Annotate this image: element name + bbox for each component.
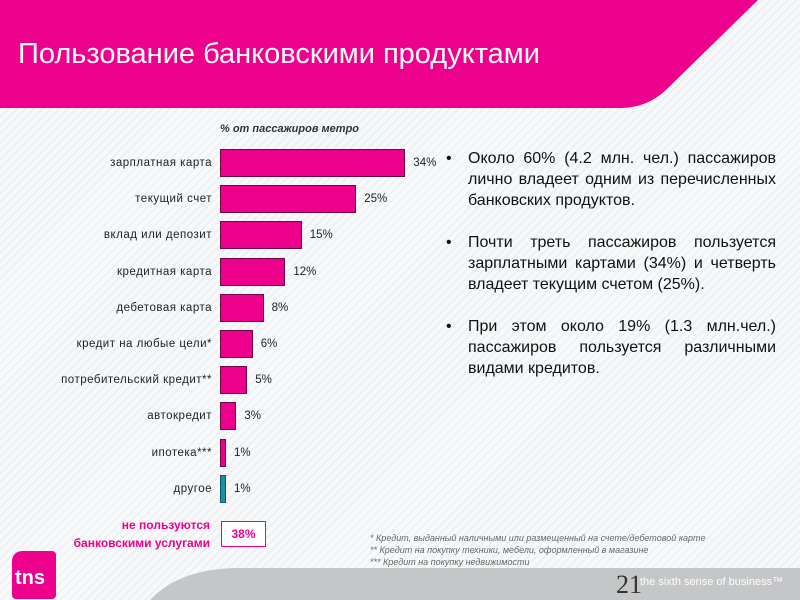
- chart-subtitle: % от пассажиров метро: [220, 123, 360, 135]
- header-band: [0, 0, 758, 108]
- value-label: 5%: [255, 374, 272, 387]
- value-label: 6%: [260, 338, 278, 350]
- category-label: потребительский кредит**: [61, 374, 212, 387]
- footnote: *** Кредит на покупку недвижимости: [370, 557, 530, 567]
- bullet-item: Около 60% (4.2 млн. чел.) пассажиров лич…: [446, 148, 776, 211]
- bar: [220, 366, 248, 395]
- bar: [220, 149, 406, 177]
- category-label: кредитная карта: [117, 265, 212, 278]
- not-using-value: 38%: [221, 521, 266, 547]
- bar: [220, 438, 226, 467]
- bar: [220, 330, 253, 358]
- category-label: автокредит: [147, 410, 212, 423]
- value-label: 25%: [364, 193, 388, 206]
- value-label: 12%: [293, 265, 317, 278]
- bullet-item: Почти треть пассажиров пользуется зарпла…: [446, 232, 776, 295]
- bar: [220, 402, 237, 431]
- bar: [220, 221, 302, 250]
- not-using-line2: банковскими услугами: [73, 536, 210, 550]
- category-label: текущий счет: [135, 193, 212, 206]
- not-using-label: не пользуются банковскими услугами: [74, 516, 210, 552]
- category-label: дебетовая карта: [116, 301, 212, 314]
- category-label: зарплатная карта: [110, 157, 212, 169]
- page-title: Пользование банковскими продуктами: [18, 38, 540, 70]
- value-label: 15%: [309, 229, 333, 242]
- bar: [220, 257, 286, 286]
- page-number: 21: [616, 570, 642, 599]
- tagline: the sixth sense of business™: [640, 576, 784, 588]
- bar: [220, 474, 226, 503]
- category-label: кредит на любые цели*: [76, 338, 212, 350]
- value-label: 1%: [234, 482, 251, 495]
- bar: [220, 293, 264, 322]
- bullet-list: Около 60% (4.2 млн. чел.) пассажиров лич…: [446, 148, 776, 400]
- category-label: другое: [173, 482, 212, 495]
- value-label: 3%: [244, 410, 261, 423]
- value-label: 34%: [413, 157, 437, 169]
- bar: [220, 185, 357, 214]
- footnote: ** Кредит на покупку техники, мебели, оф…: [370, 545, 649, 555]
- not-using-line1: не пользуются: [121, 518, 210, 532]
- tns-logo: tns: [12, 551, 56, 599]
- footnote: * Кредит, выданный наличными или размеще…: [370, 533, 706, 543]
- value-label: 8%: [271, 301, 289, 314]
- value-label: 1%: [234, 446, 251, 459]
- category-label: ипотека***: [151, 446, 212, 459]
- category-label: вклад или депозит: [103, 229, 212, 242]
- footnotes: * Кредит, выданный наличными или размеще…: [370, 532, 705, 568]
- bullet-item: При этом около 19% (1.3 млн.чел.) пассаж…: [446, 316, 776, 379]
